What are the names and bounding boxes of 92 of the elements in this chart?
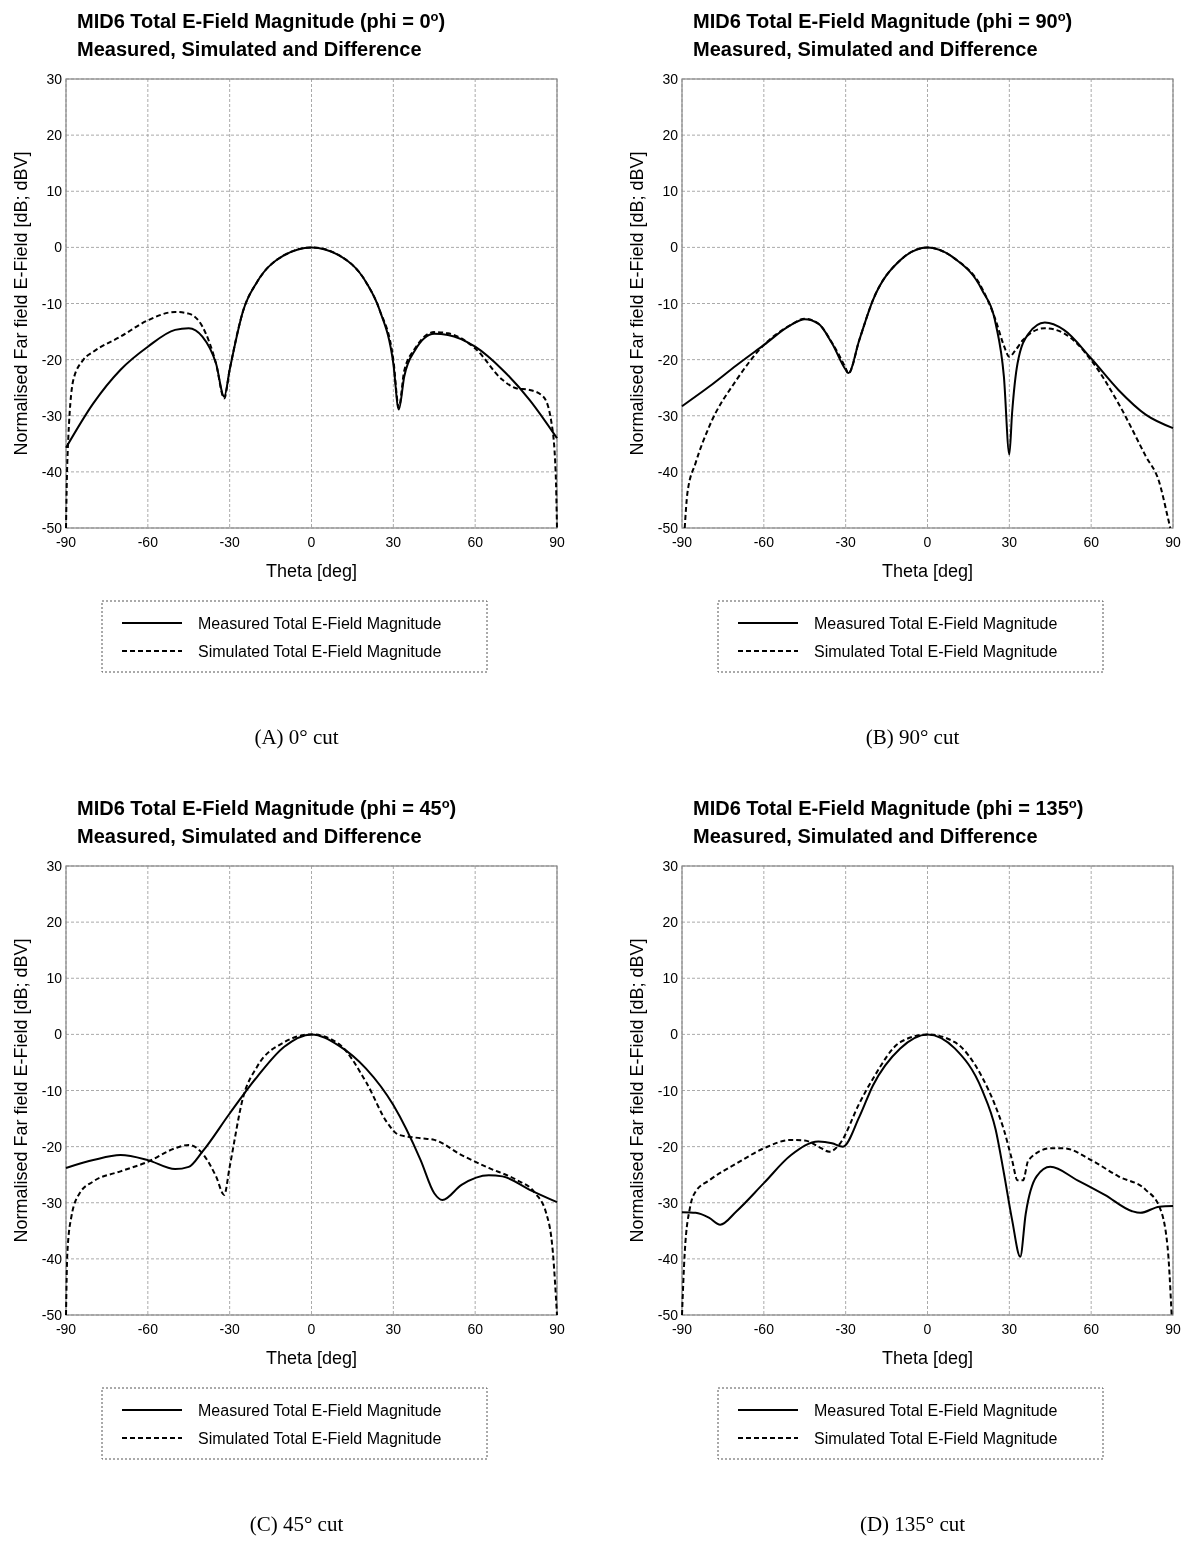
y-tick-label: 30 <box>662 71 679 87</box>
x-axis-title: Theta [deg] <box>265 1348 358 1368</box>
y-tick-label: 30 <box>46 858 63 874</box>
y-tick-label: -30 <box>657 1194 679 1211</box>
x-tick-label: 30 <box>1001 1321 1018 1337</box>
x-tick-label: -90 <box>55 534 77 550</box>
x-tick-label: -90 <box>671 534 693 550</box>
x-tick-label: 90 <box>1165 534 1181 550</box>
y-tick-label: 10 <box>662 183 679 200</box>
y-tick-label: -20 <box>657 1138 679 1155</box>
y-tick-label: -10 <box>41 295 63 312</box>
y-tick-label: -40 <box>657 463 679 480</box>
x-tick-label: 60 <box>467 1321 484 1337</box>
x-tick-label: 30 <box>1001 534 1018 550</box>
x-tick-label: 0 <box>307 1321 316 1337</box>
y-tick-label: -20 <box>41 1138 63 1155</box>
legend-label: Simulated Total E-Field Magnitude <box>814 643 1058 660</box>
y-tick-label: 10 <box>46 970 63 987</box>
y-tick-label: -50 <box>657 1307 679 1323</box>
y-tick-label: 0 <box>54 239 63 256</box>
legend-label: Simulated Total E-Field Magnitude <box>198 1430 442 1447</box>
y-tick-label: 0 <box>54 1026 63 1043</box>
y-tick-label: -50 <box>41 1307 63 1323</box>
x-axis-title: Theta [deg] <box>881 561 974 581</box>
y-axis-title: Normalised Far field E-Field [dB; dBV] <box>11 151 31 456</box>
y-tick-label: 10 <box>46 183 63 200</box>
y-tick-label: -20 <box>41 351 63 368</box>
x-tick-label: 30 <box>385 534 402 550</box>
y-axis-title: Normalised Far field E-Field [dB; dBV] <box>627 938 647 1243</box>
x-tick-label: -30 <box>219 1321 240 1337</box>
y-tick-label: -30 <box>657 407 679 424</box>
y-tick-label: 20 <box>46 914 63 931</box>
chart-title: MID6 Total E-Field Magnitude (phi = 90$^{o}$) <box>693 8 1073 32</box>
legend-label: Measured Total E-Field Magnitude <box>814 615 1058 632</box>
x-tick-label: 60 <box>1083 534 1100 550</box>
y-tick-label: -40 <box>657 1250 679 1267</box>
x-tick-label: -60 <box>137 1321 159 1337</box>
legend-label: Simulated Total E-Field Magnitude <box>198 643 442 660</box>
x-tick-label: -60 <box>753 1321 775 1337</box>
y-tick-label: 0 <box>670 239 679 256</box>
y-tick-label: -20 <box>657 351 679 368</box>
y-tick-label: -50 <box>657 520 679 536</box>
chart-subtitle: Measured, Simulated and Difference <box>77 38 422 60</box>
y-tick-label: -50 <box>41 520 63 536</box>
y-tick-label: 20 <box>662 127 679 144</box>
chart-title: MID6 Total E-Field Magnitude (phi = 135$^{o}$) <box>693 795 1084 819</box>
legend-label: Measured Total E-Field Magnitude <box>198 615 442 632</box>
legend-label: Simulated Total E-Field Magnitude <box>814 1430 1058 1447</box>
legend-label: Measured Total E-Field Magnitude <box>814 1402 1058 1419</box>
y-tick-label: 20 <box>662 914 679 931</box>
y-tick-label: 20 <box>46 127 63 144</box>
legend-label: Measured Total E-Field Magnitude <box>198 1402 442 1419</box>
x-tick-label: -60 <box>753 534 775 550</box>
x-axis-title: Theta [deg] <box>881 1348 974 1368</box>
x-tick-label: -90 <box>671 1321 693 1337</box>
x-tick-label: 0 <box>923 1321 932 1337</box>
x-tick-label: -90 <box>55 1321 77 1337</box>
x-tick-label: 30 <box>385 1321 402 1337</box>
chart-title: MID6 Total E-Field Magnitude (phi = 0$^{o}$) <box>77 8 446 32</box>
text: (A) 0° cut <box>254 725 339 749</box>
y-tick-label: -40 <box>41 1250 63 1267</box>
y-tick-label: -30 <box>41 407 63 424</box>
x-tick-label: 0 <box>307 534 316 550</box>
y-tick-label: -10 <box>657 295 679 312</box>
y-tick-label: -30 <box>41 1194 63 1211</box>
x-tick-label: 90 <box>549 534 565 550</box>
x-tick-label: -60 <box>137 534 159 550</box>
chart-subtitle: Measured, Simulated and Difference <box>77 825 422 847</box>
chart-subtitle: Measured, Simulated and Difference <box>693 38 1038 60</box>
x-tick-label: 90 <box>549 1321 565 1337</box>
y-axis-title: Normalised Far field E-Field [dB; dBV] <box>11 938 31 1243</box>
y-tick-label: -10 <box>41 1082 63 1099</box>
y-tick-label: 0 <box>670 1026 679 1043</box>
text: (C) 45° cut <box>249 1512 344 1536</box>
chart-title: MID6 Total E-Field Magnitude (phi = 45$^{o}$) <box>77 795 457 819</box>
y-tick-label: 30 <box>662 858 679 874</box>
x-tick-label: 60 <box>1083 1321 1100 1337</box>
y-tick-label: -10 <box>657 1082 679 1099</box>
x-tick-label: -30 <box>835 1321 856 1337</box>
x-tick-label: -30 <box>835 534 856 550</box>
chart-subtitle: Measured, Simulated and Difference <box>693 825 1038 847</box>
text: (B) 90° cut <box>865 725 960 749</box>
text: (D) 135° cut <box>859 1512 966 1536</box>
x-axis-title: Theta [deg] <box>265 561 358 581</box>
y-axis-title: Normalised Far field E-Field [dB; dBV] <box>627 151 647 456</box>
x-tick-label: -30 <box>219 534 240 550</box>
y-tick-label: -40 <box>41 463 63 480</box>
x-tick-label: 60 <box>467 534 484 550</box>
x-tick-label: 90 <box>1165 1321 1181 1337</box>
x-tick-label: 0 <box>923 534 932 550</box>
y-tick-label: 10 <box>662 970 679 987</box>
y-tick-label: 30 <box>46 71 63 87</box>
